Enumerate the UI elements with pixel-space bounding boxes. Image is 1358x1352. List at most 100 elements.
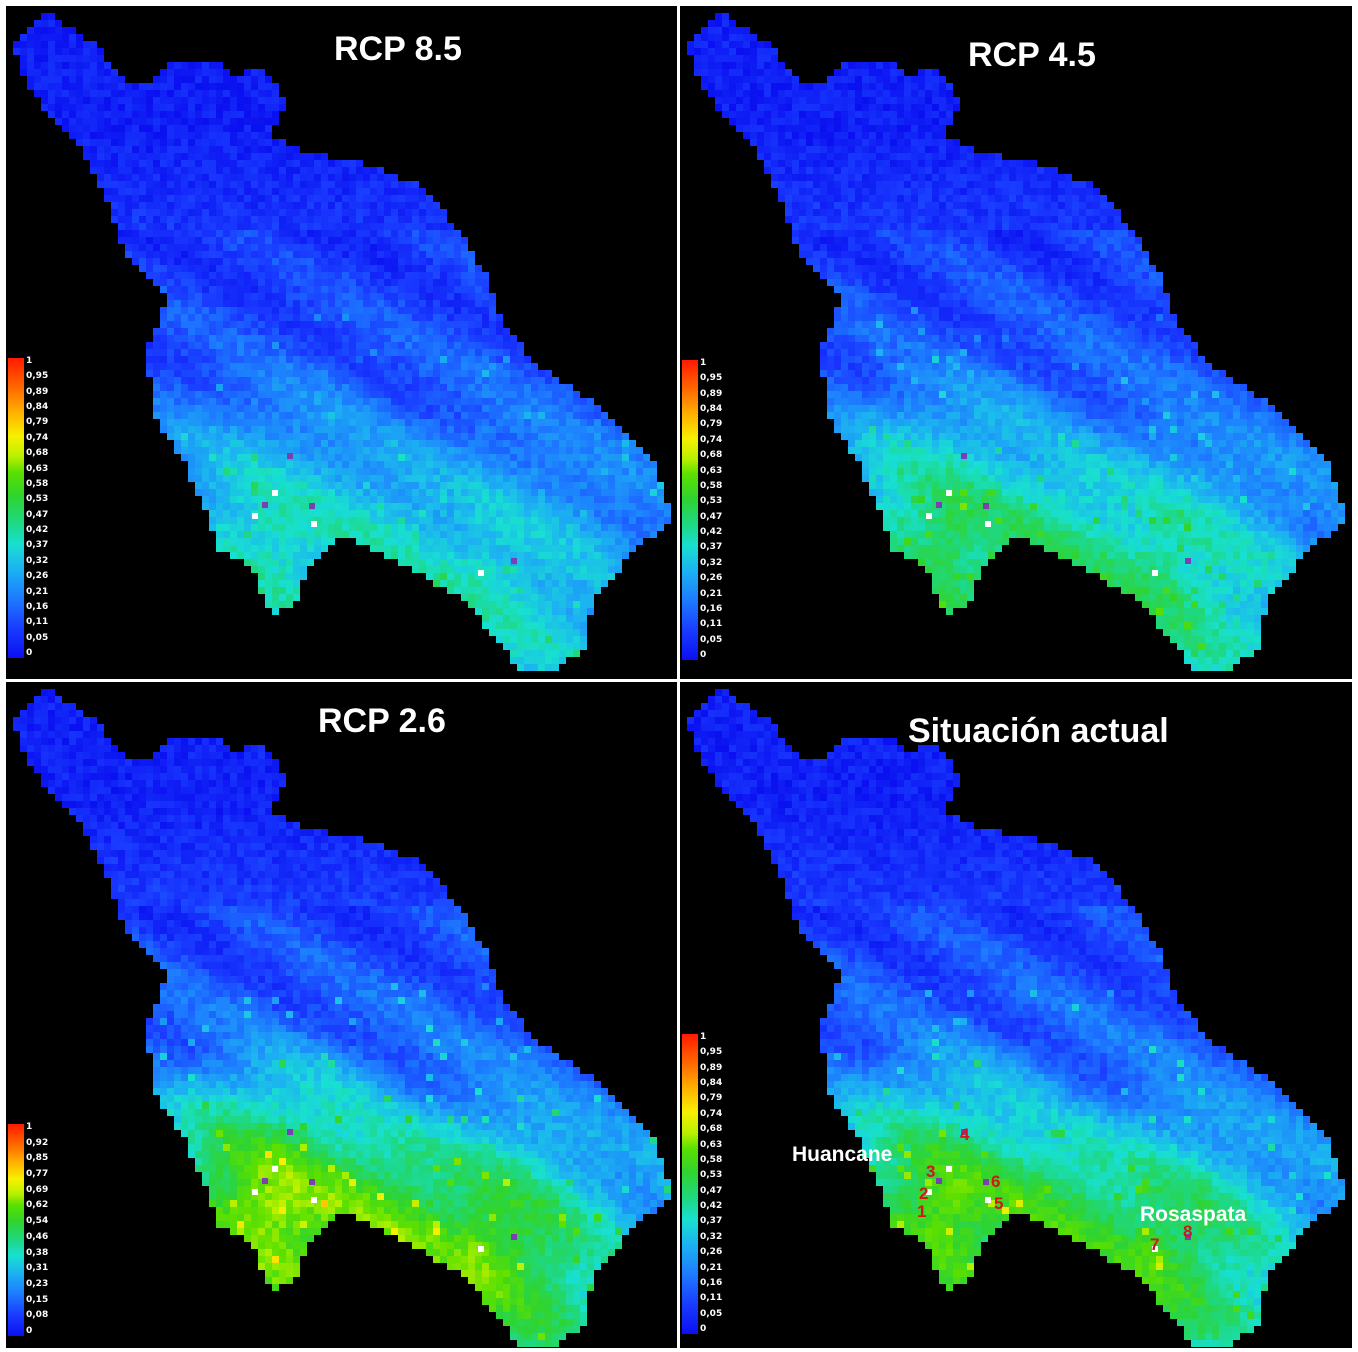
map-cell — [890, 90, 897, 97]
map-cell — [503, 342, 510, 349]
map-cell — [461, 566, 468, 573]
map-cell — [307, 272, 314, 279]
map-cell — [335, 167, 342, 174]
map-cell — [883, 69, 890, 76]
map-cell — [202, 251, 209, 258]
map-cell — [118, 76, 125, 83]
map-cell — [195, 202, 202, 209]
map-cell — [167, 398, 174, 405]
map-cell — [174, 377, 181, 384]
map-cell — [69, 97, 76, 104]
map-cell — [258, 328, 265, 335]
map-cell — [461, 328, 468, 335]
map-cell — [377, 538, 384, 545]
map-cell — [321, 216, 328, 223]
map-cell — [384, 545, 391, 552]
map-cell — [272, 307, 279, 314]
map-cell — [517, 349, 524, 356]
map-cell — [377, 342, 384, 349]
map-cell — [974, 216, 981, 223]
map-cell — [398, 426, 405, 433]
map-cell — [531, 594, 538, 601]
map-cell — [736, 111, 743, 118]
map-cell — [370, 384, 377, 391]
map-cell — [349, 195, 356, 202]
map-cell — [580, 531, 587, 538]
map-cell — [552, 615, 559, 622]
map-cell — [503, 573, 510, 580]
map-cell — [517, 587, 524, 594]
map-cell — [230, 517, 237, 524]
map-cell — [834, 111, 841, 118]
map-cell — [167, 111, 174, 118]
map-cell — [433, 426, 440, 433]
map-cell — [342, 279, 349, 286]
map-cell — [517, 391, 524, 398]
map-cell — [566, 384, 573, 391]
map-cell — [223, 384, 230, 391]
map-cell — [153, 132, 160, 139]
map-cell — [181, 349, 188, 356]
map-cell — [300, 538, 307, 545]
map-cell — [195, 307, 202, 314]
map-cell — [552, 650, 559, 657]
map-cell — [454, 552, 461, 559]
map-cell — [209, 118, 216, 125]
map-cell — [335, 286, 342, 293]
map-cell — [188, 279, 195, 286]
map-cell — [475, 321, 482, 328]
map-cell — [890, 167, 897, 174]
map-cell — [841, 153, 848, 160]
map-cell — [384, 433, 391, 440]
map-cell — [139, 104, 146, 111]
map-cell — [1065, 223, 1072, 230]
map-cell — [62, 118, 69, 125]
map-cell — [876, 202, 883, 209]
map-cell — [946, 209, 953, 216]
map-cell — [524, 587, 531, 594]
map-cell — [55, 20, 62, 27]
map-cell — [160, 412, 167, 419]
map-cell — [258, 321, 265, 328]
map-cell — [132, 139, 139, 146]
map-cell — [237, 174, 244, 181]
map-cell — [757, 62, 764, 69]
map-cell — [848, 104, 855, 111]
map-cell — [174, 307, 181, 314]
map-cell — [265, 573, 272, 580]
map-cell — [468, 293, 475, 300]
map-cell — [258, 384, 265, 391]
map-cell — [454, 461, 461, 468]
map-cell — [209, 174, 216, 181]
map-cell — [967, 223, 974, 230]
map-cell — [531, 370, 538, 377]
map-cell — [41, 90, 48, 97]
map-cell — [391, 349, 398, 356]
map-cell — [482, 503, 489, 510]
map-cell — [209, 475, 216, 482]
map-cell — [489, 342, 496, 349]
map-cell — [230, 118, 237, 125]
map-cell — [314, 447, 321, 454]
map-cell — [545, 517, 552, 524]
map-cell — [272, 447, 279, 454]
map-cell — [314, 167, 321, 174]
map-cell — [1016, 188, 1023, 195]
map-cell — [104, 90, 111, 97]
map-cell — [230, 510, 237, 517]
map-cell — [454, 587, 461, 594]
map-cell — [701, 62, 708, 69]
map-cell — [181, 328, 188, 335]
map-cell — [911, 223, 918, 230]
map-cell — [538, 608, 545, 615]
map-cell — [694, 55, 701, 62]
map-cell — [580, 524, 587, 531]
map-cell — [531, 454, 538, 461]
map-cell — [258, 167, 265, 174]
map-cell — [188, 209, 195, 216]
map-cell — [279, 503, 286, 510]
map-cell — [454, 279, 461, 286]
map-cell — [363, 482, 370, 489]
map-cell — [349, 244, 356, 251]
map-cell — [517, 573, 524, 580]
